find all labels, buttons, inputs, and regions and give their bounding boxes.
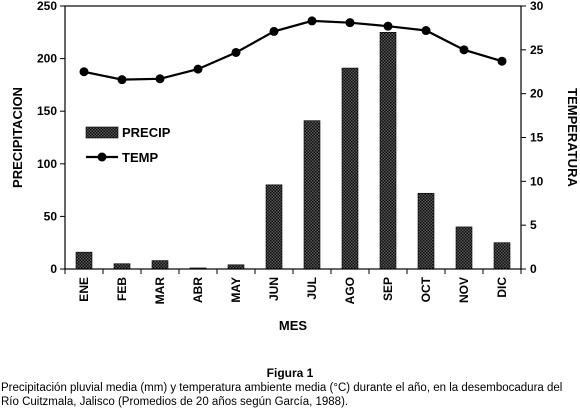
temp-point-abr	[193, 64, 203, 74]
temp-point-oct	[421, 26, 431, 36]
bar-precip-sep	[379, 31, 397, 270]
bar-precip-oct	[417, 192, 435, 270]
y-right-tick-label: 10	[530, 174, 544, 188]
y-left-tick-label: 100	[37, 157, 57, 171]
legend-precip-swatch	[85, 126, 119, 139]
figure-title: Figura 1	[266, 366, 314, 380]
legend-temp-label: TEMP	[122, 150, 158, 165]
bar-precip-ago	[341, 67, 359, 270]
y-left-tick-label: 200	[37, 52, 57, 66]
x-tick-label: JUN	[267, 277, 281, 301]
legend-precip-label: PRECIP	[122, 125, 171, 140]
x-tick-label: NOV	[457, 277, 471, 303]
x-tick-label: OCT	[419, 276, 433, 302]
temp-point-nov	[459, 45, 469, 55]
figure-caption: Figura 1 Precipitación pluvial media (mm…	[0, 366, 580, 409]
x-tick-label: ABR	[191, 277, 205, 303]
y-right-tick-label: 25	[530, 43, 544, 57]
combo-chart: 0 50 100 150 200 250 0 5 10 15 20 25 30 ENE FEB MAR ABR M…	[10, 0, 580, 333]
figure-description: Precipitación pluvial media (mm) y tempe…	[1, 382, 563, 408]
bar-precip-ene	[75, 251, 93, 270]
temp-point-ago	[345, 18, 355, 28]
y-right-axis-title: TEMPERATURA	[565, 88, 580, 187]
x-tick-label: AGO	[343, 277, 357, 304]
temp-point-mar	[155, 74, 165, 84]
temp-line	[83, 19, 503, 81]
x-tick-label: FEB	[115, 277, 129, 301]
bar-precip-mar	[151, 260, 169, 270]
y-right-tick-label: 5	[530, 218, 537, 232]
legend-temp-marker	[97, 152, 107, 162]
y-right-tick-label: 0	[530, 262, 537, 276]
y-right-tick-label: 15	[530, 131, 544, 145]
x-tick-label: DIC	[495, 277, 509, 298]
x-tick-label: SEP	[381, 277, 395, 301]
y-right-tick-label: 20	[530, 87, 544, 101]
y-left-tick-label: 0	[50, 262, 57, 276]
bar-precip-feb	[113, 263, 131, 270]
y-left-tick-label: 150	[37, 104, 57, 118]
temp-point-sep	[383, 21, 393, 31]
bar-precip-may	[227, 264, 245, 270]
temp-point-dic	[497, 56, 507, 66]
x-tick-label: ENE	[77, 277, 91, 302]
x-tick-label: JUL	[305, 277, 319, 300]
x-tick-label: MAY	[229, 277, 243, 303]
temp-point-jul	[307, 16, 317, 26]
y-left-tick-label: 50	[44, 209, 58, 223]
bar-precip-jul	[303, 120, 321, 270]
temp-point-may	[231, 47, 241, 57]
y-left-tick-label: 250	[37, 0, 57, 13]
bar-precip-dic	[493, 242, 511, 270]
y-right-tick-label: 30	[530, 0, 544, 13]
temp-point-feb	[117, 75, 127, 85]
bar-precip-jun	[265, 184, 283, 270]
x-axis-title: MES	[279, 318, 308, 333]
x-tick-label: MAR	[153, 277, 167, 305]
y-left-axis-title: PRECIPITACION	[10, 87, 25, 188]
temp-point-ene	[79, 67, 89, 77]
bar-precip-nov	[455, 226, 473, 270]
temp-point-jun	[269, 26, 279, 36]
